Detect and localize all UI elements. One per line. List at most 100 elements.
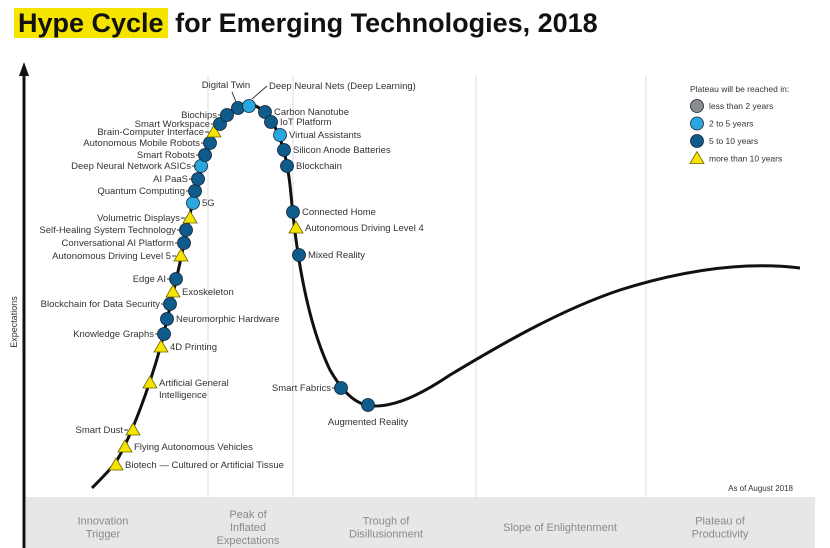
technology-label: Carbon Nanotube <box>274 107 349 118</box>
phase-label: Peak of Inflated Expectations <box>217 509 280 547</box>
triangle-marker-icon <box>125 422 141 436</box>
technology-item[interactable]: Autonomous Driving Level 5 <box>52 248 189 262</box>
title-highlight: Hype Cycle <box>14 8 168 38</box>
technology-label: Artificial General Intelligence <box>159 378 229 401</box>
circle-marker-icon <box>242 99 256 113</box>
legend-label: less than 2 years <box>709 101 773 111</box>
triangle-marker-icon <box>182 210 198 224</box>
legend-label: 2 to 5 years <box>709 119 753 129</box>
triangle-marker-icon <box>108 457 124 471</box>
technology-label: Virtual Assistants <box>289 130 361 141</box>
technology-item[interactable]: Blockchain <box>280 159 342 173</box>
circle-marker-icon <box>177 236 191 250</box>
circle-marker-icon <box>361 398 375 412</box>
y-axis-arrow <box>19 62 29 76</box>
technology-item[interactable]: Autonomous Mobile Robots <box>83 136 217 150</box>
technology-label: Conversational AI Platform <box>62 238 175 249</box>
technology-label: Smart Dust <box>75 425 123 436</box>
legend: Plateau will be reached in: less than 2 y… <box>689 84 789 164</box>
triangle-marker-icon <box>142 375 158 389</box>
technology-label: Silicon Anode Batteries <box>293 145 391 156</box>
circle-marker-icon <box>198 148 212 162</box>
technology-label: Edge AI <box>133 274 166 285</box>
technology-item[interactable]: Mixed Reality <box>292 248 366 262</box>
circle-marker-icon <box>157 327 171 341</box>
technology-label: Brain-Computer Interface <box>97 127 204 138</box>
title-rest: for Emerging Technologies, 2018 <box>175 8 598 38</box>
technology-item[interactable]: Deep Neural Nets (Deep Learning) <box>242 81 416 113</box>
technology-item[interactable]: Smart Dust <box>75 422 141 436</box>
legend-item: less than 2 years <box>690 99 773 113</box>
technology-item[interactable]: Augmented Reality <box>328 398 409 429</box>
triangle-marker-icon <box>288 220 304 234</box>
technology-item[interactable]: Silicon Anode Batteries <box>277 143 391 157</box>
technology-label: Blockchain <box>296 161 342 172</box>
triangle-marker-icon <box>117 439 133 453</box>
technology-label: Autonomous Driving Level 4 <box>305 223 424 234</box>
technology-item[interactable]: IoT Platform <box>264 115 332 129</box>
technology-item[interactable]: Virtual Assistants <box>273 128 362 142</box>
technology-item[interactable]: Artificial General Intelligence <box>142 375 229 401</box>
technology-item[interactable]: Volumetric Displays <box>97 210 198 224</box>
triangle-marker-icon <box>153 339 169 353</box>
technology-label: Augmented Reality <box>328 417 409 428</box>
technology-label: Flying Autonomous Vehicles <box>134 442 253 453</box>
technology-item[interactable]: Autonomous Driving Level 4 <box>288 220 424 234</box>
as-of-date: As of August 2018 <box>728 484 793 493</box>
phase-label: Trough of Disillusionment <box>349 516 423 541</box>
circle-marker-icon <box>334 381 348 395</box>
technology-label: Knowledge Graphs <box>73 329 154 340</box>
phase-label: Plateau of Productivity <box>692 516 749 541</box>
technology-label: Autonomous Mobile Robots <box>83 138 200 149</box>
technology-item[interactable]: Quantum Computing <box>97 184 202 198</box>
technology-label: Smart Fabrics <box>272 383 331 394</box>
circle-marker-icon <box>280 159 294 173</box>
technology-item[interactable]: AI PaaS <box>153 172 205 186</box>
technology-item[interactable]: Edge AI <box>133 272 183 286</box>
technology-item[interactable]: Blockchain for Data Security <box>41 297 177 311</box>
technology-item[interactable]: Exoskeleton <box>165 284 234 298</box>
technology-item[interactable]: Carbon Nanotube <box>258 105 350 119</box>
technology-label: Smart Robots <box>137 150 195 161</box>
technology-item[interactable]: Flying Autonomous Vehicles <box>117 439 253 453</box>
technology-item[interactable]: 4D Printing <box>153 339 217 353</box>
technology-item[interactable]: Connected Home <box>286 205 376 219</box>
technology-label: Smart Workspace <box>135 119 210 130</box>
technology-item[interactable]: Digital Twin <box>202 80 250 115</box>
technology-item[interactable]: Brain-Computer Interface <box>97 124 222 138</box>
technology-item[interactable]: Smart Robots <box>137 148 212 162</box>
legend-label: more than 10 years <box>709 154 782 164</box>
circle-marker-icon <box>163 297 177 311</box>
circle-marker-icon <box>264 115 278 129</box>
circle-marker-icon <box>191 172 205 186</box>
circle-marker-icon <box>169 272 183 286</box>
triangle-marker-icon <box>689 150 705 164</box>
triangle-marker-icon <box>165 284 181 298</box>
technology-label: 5G <box>202 198 215 209</box>
technology-label: Biochips <box>181 110 217 121</box>
technology-item[interactable]: Smart Fabrics <box>272 381 348 395</box>
technology-label: Quantum Computing <box>97 186 185 197</box>
legend-item: 5 to 10 years <box>690 134 758 148</box>
circle-marker-icon <box>160 312 174 326</box>
technology-item[interactable]: Self-Healing System Technology <box>39 223 193 237</box>
phase-label: Slope of Enlightenment <box>503 522 617 534</box>
technology-item[interactable]: Biochips <box>181 108 234 122</box>
technology-item[interactable]: Biotech — Cultured or Artificial Tissue <box>108 457 284 471</box>
technology-label: Self-Healing System Technology <box>39 225 176 236</box>
circle-marker-icon <box>186 196 200 210</box>
technology-item[interactable]: Deep Neural Network ASICs <box>71 159 208 173</box>
technology-label: Digital Twin <box>202 80 250 91</box>
technology-label: Biotech — Cultured or Artificial Tissue <box>125 460 284 471</box>
phase-band <box>26 497 815 548</box>
circle-marker-icon <box>292 248 306 262</box>
technology-item[interactable]: Conversational AI Platform <box>62 236 191 250</box>
technology-item[interactable]: 5G <box>186 196 215 210</box>
technology-label: Blockchain for Data Security <box>41 299 161 310</box>
legend-item: more than 10 years <box>689 150 782 164</box>
technology-item[interactable]: Knowledge Graphs <box>73 327 171 341</box>
circle-marker-icon <box>690 134 704 148</box>
technology-item[interactable]: Neuromorphic Hardware <box>160 312 280 326</box>
technology-label: Mixed Reality <box>308 250 365 261</box>
legend-title: Plateau will be reached in: <box>690 84 789 94</box>
